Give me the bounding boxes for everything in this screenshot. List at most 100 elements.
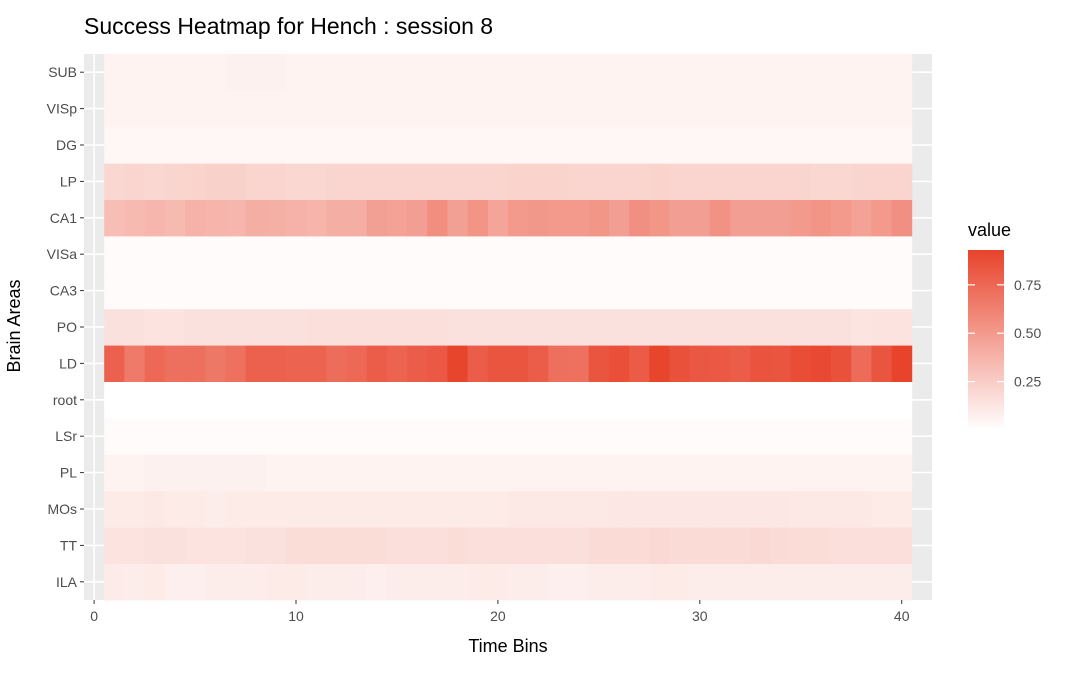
- heatmap-cell: [487, 236, 509, 273]
- heatmap-cell: [669, 454, 691, 492]
- heatmap-cell: [588, 272, 610, 310]
- heatmap-cell: [285, 418, 307, 455]
- heatmap-cell: [891, 90, 913, 128]
- heatmap-cell: [810, 236, 832, 273]
- heatmap-cell: [750, 199, 771, 237]
- heatmap-cell: [346, 418, 368, 455]
- heatmap-cell: [265, 236, 287, 273]
- heatmap-cell: [770, 454, 792, 492]
- heatmap-cell: [144, 54, 166, 91]
- heatmap-cell: [528, 163, 549, 200]
- heatmap-cell: [810, 381, 832, 419]
- heatmap-cell: [245, 563, 267, 601]
- heatmap-cell: [407, 527, 428, 564]
- heatmap-cell: [104, 345, 125, 382]
- heatmap-cell: [528, 236, 549, 273]
- heatmap-cell: [588, 54, 610, 91]
- heatmap-cell: [629, 418, 650, 455]
- heatmap-cell: [184, 490, 206, 528]
- heatmap-cell: [205, 454, 226, 492]
- heatmap-cell: [245, 418, 267, 455]
- heatmap-cell: [608, 563, 630, 601]
- heatmap-cell: [225, 272, 246, 310]
- heatmap-cell: [144, 454, 166, 492]
- heatmap-cell: [629, 163, 650, 200]
- heatmap-cell: [790, 54, 812, 91]
- heatmap-cell: [306, 527, 327, 564]
- heatmap-cell: [709, 90, 731, 128]
- heatmap-cell: [285, 563, 307, 601]
- heatmap-cell: [608, 527, 630, 564]
- heatmap-cell: [730, 490, 751, 528]
- y-tick-label: PO: [57, 319, 77, 335]
- heatmap-cell: [386, 272, 408, 310]
- heatmap-cell: [689, 418, 711, 455]
- heatmap-cell: [225, 490, 246, 528]
- heatmap-cell: [245, 54, 267, 91]
- heatmap-cell: [265, 163, 287, 200]
- heatmap-cell: [548, 381, 569, 419]
- heatmap-cell: [386, 418, 408, 455]
- legend-tick-label: 0.75: [1014, 277, 1041, 293]
- x-tick-label: 0: [90, 608, 98, 624]
- heatmap-cell: [124, 199, 145, 237]
- heatmap-cell: [326, 199, 347, 237]
- heatmap-cell: [285, 236, 307, 273]
- heatmap-cell: [386, 527, 408, 564]
- heatmap-cell: [427, 381, 448, 419]
- heatmap-cell: [346, 126, 368, 164]
- heatmap-cell: [104, 308, 125, 346]
- heatmap-cell: [225, 236, 246, 273]
- heatmap-cell: [225, 308, 246, 346]
- heatmap-cell: [891, 199, 913, 237]
- heatmap-cell: [124, 563, 145, 601]
- y-tick-label: VISa: [47, 246, 78, 262]
- heatmap-cell: [306, 272, 327, 310]
- heatmap-cell: [871, 126, 893, 164]
- heatmap-cell: [508, 381, 529, 419]
- heatmap-cell: [649, 126, 670, 164]
- heatmap-cell: [184, 163, 206, 200]
- heatmap-cell: [528, 490, 549, 528]
- heatmap-cell: [548, 54, 569, 91]
- heatmap-cell: [467, 54, 489, 91]
- heatmap-cell: [306, 490, 327, 528]
- heatmap-cell: [285, 90, 307, 128]
- heatmap-cell: [184, 236, 206, 273]
- heatmap-cell: [285, 345, 307, 382]
- heatmap-cell: [447, 126, 469, 164]
- heatmap-cell: [548, 90, 569, 128]
- heatmap-cell: [851, 345, 872, 382]
- heatmap-cell: [346, 454, 368, 492]
- heatmap-cell: [608, 490, 630, 528]
- heatmap-cell: [386, 308, 408, 346]
- heatmap-cell: [427, 454, 448, 492]
- heatmap-cell: [669, 272, 691, 310]
- heatmap-cell: [346, 54, 368, 91]
- heatmap-cell: [508, 308, 529, 346]
- heatmap-cell: [851, 308, 872, 346]
- heatmap-cell: [770, 126, 792, 164]
- heatmap-cell: [891, 527, 913, 564]
- heatmap-cell: [366, 418, 388, 455]
- heatmap-cell: [709, 54, 731, 91]
- heatmap-cell: [487, 418, 509, 455]
- heatmap-cell: [487, 272, 509, 310]
- heatmap-cell: [588, 236, 610, 273]
- heatmap-cell: [508, 199, 529, 237]
- heatmap-cell: [730, 308, 751, 346]
- heatmap-cell: [487, 527, 509, 564]
- heatmap-cell: [144, 527, 166, 564]
- heatmap-cell: [265, 345, 287, 382]
- heatmap-cell: [709, 490, 731, 528]
- heatmap-cell: [831, 308, 852, 346]
- heatmap-cell: [790, 381, 812, 419]
- heatmap-cell: [508, 90, 529, 128]
- heatmap-cell: [205, 345, 226, 382]
- heatmap-cell: [205, 418, 226, 455]
- heatmap-cell: [871, 490, 893, 528]
- heatmap-cell: [709, 199, 731, 237]
- heatmap-cell: [265, 272, 287, 310]
- heatmap-cell: [366, 527, 388, 564]
- heatmap-cell: [447, 90, 469, 128]
